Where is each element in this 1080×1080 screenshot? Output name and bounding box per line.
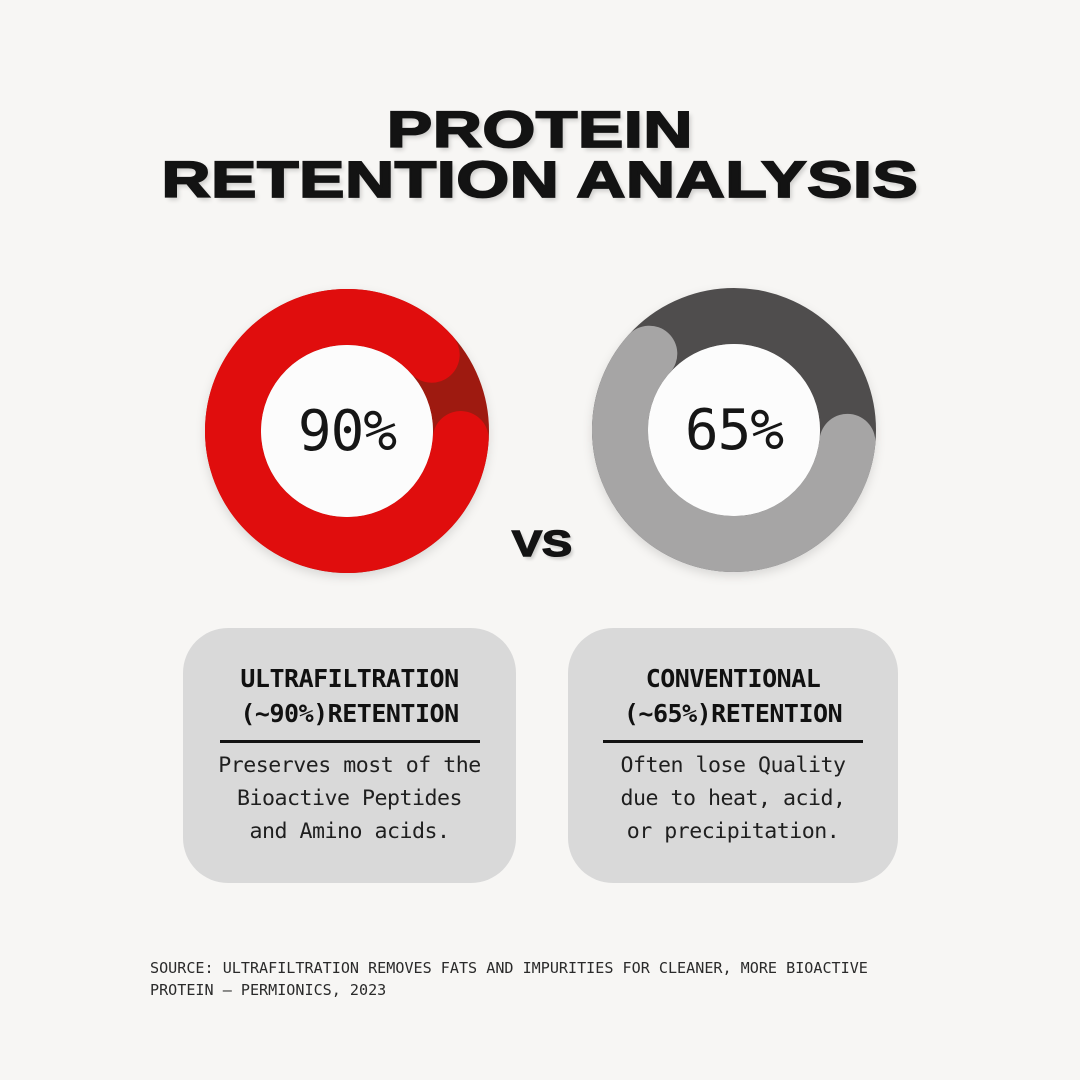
donut-arc (592, 325, 876, 572)
card-title: ULTRAFILTRATION (~90%)RETENTION (183, 661, 516, 731)
card-divider (219, 740, 480, 743)
donut-svg (205, 289, 489, 573)
card-body: Preserves most of the Bioactive Peptides… (183, 749, 516, 848)
card-body: Often lose Quality due to heat, acid, or… (568, 749, 898, 848)
source-note: SOURCE: ULTRAFILTRATION REMOVES FATS AND… (150, 957, 868, 1001)
donut-svg (592, 288, 876, 572)
card-ultrafiltration: ULTRAFILTRATION (~90%)RETENTION Preserve… (183, 628, 516, 883)
card-title-line-1: ULTRAFILTRATION (240, 664, 459, 693)
title-line-2: RETENTION ANALYSIS (160, 151, 919, 208)
source-line-2: PROTEIN — PERMIONICS, 2023 (150, 981, 387, 999)
card-conventional: CONVENTIONAL (~65%)RETENTION Often lose … (568, 628, 898, 883)
card-title: CONVENTIONAL (~65%)RETENTION (568, 661, 898, 731)
vs-label: VS (511, 523, 573, 565)
source-line-1: SOURCE: ULTRAFILTRATION REMOVES FATS AND… (150, 959, 868, 977)
card-body-line: due to heat, acid, (620, 786, 846, 811)
donut-arc (205, 289, 489, 573)
donut-hole (261, 345, 433, 517)
card-title-line-1: CONVENTIONAL (645, 664, 821, 693)
card-body-line: or precipitation. (626, 819, 840, 844)
title-line-1: PROTEIN (386, 101, 694, 158)
page-title: PROTEIN RETENTION ANALYSIS (0, 101, 1080, 208)
card-body-line: Bioactive Peptides (236, 786, 463, 811)
card-title-line-2: (~90%)RETENTION (240, 699, 459, 728)
card-body-line: Often lose Quality (620, 753, 846, 778)
card-body-line: and Amino acids. (249, 819, 450, 844)
donut-chart-ultrafiltration: 90% (205, 289, 489, 573)
donut-value-label: 90% (297, 398, 397, 464)
donut-chart-conventional: 65% (592, 288, 876, 572)
card-title-line-2: (~65%)RETENTION (623, 699, 843, 728)
donut-hole (648, 344, 820, 516)
card-body-line: Preserves most of the (218, 753, 481, 778)
donut-value-label: 65% (684, 397, 784, 463)
card-divider (603, 740, 863, 743)
